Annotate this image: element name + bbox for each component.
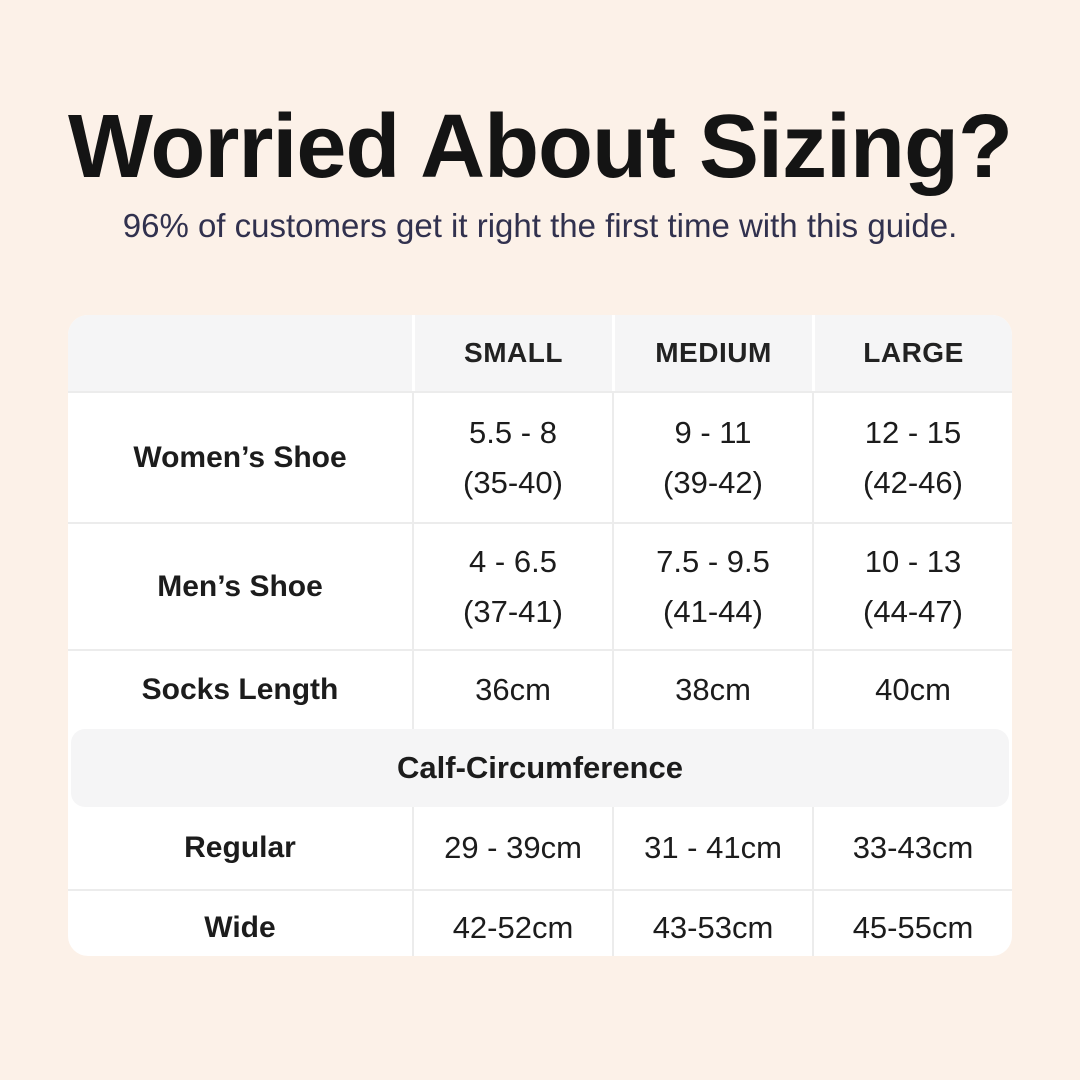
section-header-calf-circumference: Calf-Circumference [71, 729, 1009, 807]
table-header-large: LARGE [812, 315, 1012, 391]
cell-line: 5.5 - 8 [469, 414, 557, 450]
cell-line: (41-44) [663, 593, 763, 629]
cell-womens-medium: 9 - 11 (39-42) [612, 393, 812, 522]
cell-line: 4 - 6.5 [469, 543, 557, 579]
cell-line: (42-46) [863, 464, 963, 500]
cell-wide-large: 45-55cm [812, 891, 1012, 956]
table-row-womens-shoe: Women’s Shoe 5.5 - 8 (35-40) 9 - 11 (39-… [68, 391, 1012, 522]
table-row-mens-shoe: Men’s Shoe 4 - 6.5 (37-41) 7.5 - 9.5 (41… [68, 522, 1012, 649]
section-label: Calf-Circumference [397, 750, 683, 785]
cell-line: 12 - 15 [864, 414, 962, 450]
row-label-mens-shoe: Men’s Shoe [157, 569, 323, 603]
cell-line: (37-41) [463, 593, 563, 629]
table-row-wide: Wide 42-52cm 43-53cm 45-55cm [68, 889, 1012, 956]
cell-womens-large: 12 - 15 (42-46) [812, 393, 1012, 522]
cell-wide-medium: 43-53cm [612, 891, 812, 956]
cell-line: (44-47) [863, 593, 963, 629]
page-title: Worried About Sizing? [68, 97, 1013, 197]
cell-regular-large: 33-43cm [812, 807, 1012, 889]
table-header-medium: MEDIUM [612, 315, 812, 391]
row-label-womens-shoe: Women’s Shoe [133, 440, 347, 474]
table-header-empty [68, 315, 412, 391]
table-header-row: SMALL MEDIUM LARGE [68, 315, 1012, 391]
cell-regular-small: 29 - 39cm [412, 807, 612, 889]
cell-mens-small: 4 - 6.5 (37-41) [412, 524, 612, 649]
cell-line: 10 - 13 [864, 543, 962, 579]
cell-line: 9 - 11 [674, 414, 752, 450]
row-label-wide: Wide [204, 910, 276, 944]
cell-socks-small: 36cm [412, 651, 612, 729]
page-subtitle: 96% of customers get it right the first … [122, 207, 958, 244]
cell-regular-medium: 31 - 41cm [612, 807, 812, 889]
cell-wide-small: 42-52cm [412, 891, 612, 956]
cell-line: (35-40) [463, 464, 563, 500]
cell-mens-medium: 7.5 - 9.5 (41-44) [612, 524, 812, 649]
table-row-socks-length: Socks Length 36cm 38cm 40cm [68, 649, 1012, 729]
cell-socks-medium: 38cm [612, 651, 812, 729]
row-label-socks-length: Socks Length [141, 673, 339, 706]
row-label-regular: Regular [184, 831, 296, 864]
cell-mens-large: 10 - 13 (44-47) [812, 524, 1012, 649]
cell-line: 7.5 - 9.5 [656, 543, 770, 579]
table-header-small: SMALL [412, 315, 612, 391]
cell-socks-large: 40cm [812, 651, 1012, 729]
table-row-regular: Regular 29 - 39cm 31 - 41cm 33-43cm [68, 807, 1012, 889]
cell-womens-small: 5.5 - 8 (35-40) [412, 393, 612, 522]
cell-line: (39-42) [663, 464, 763, 500]
size-guide-table: SMALL MEDIUM LARGE Women’s Shoe 5.5 - 8 … [68, 315, 1012, 956]
